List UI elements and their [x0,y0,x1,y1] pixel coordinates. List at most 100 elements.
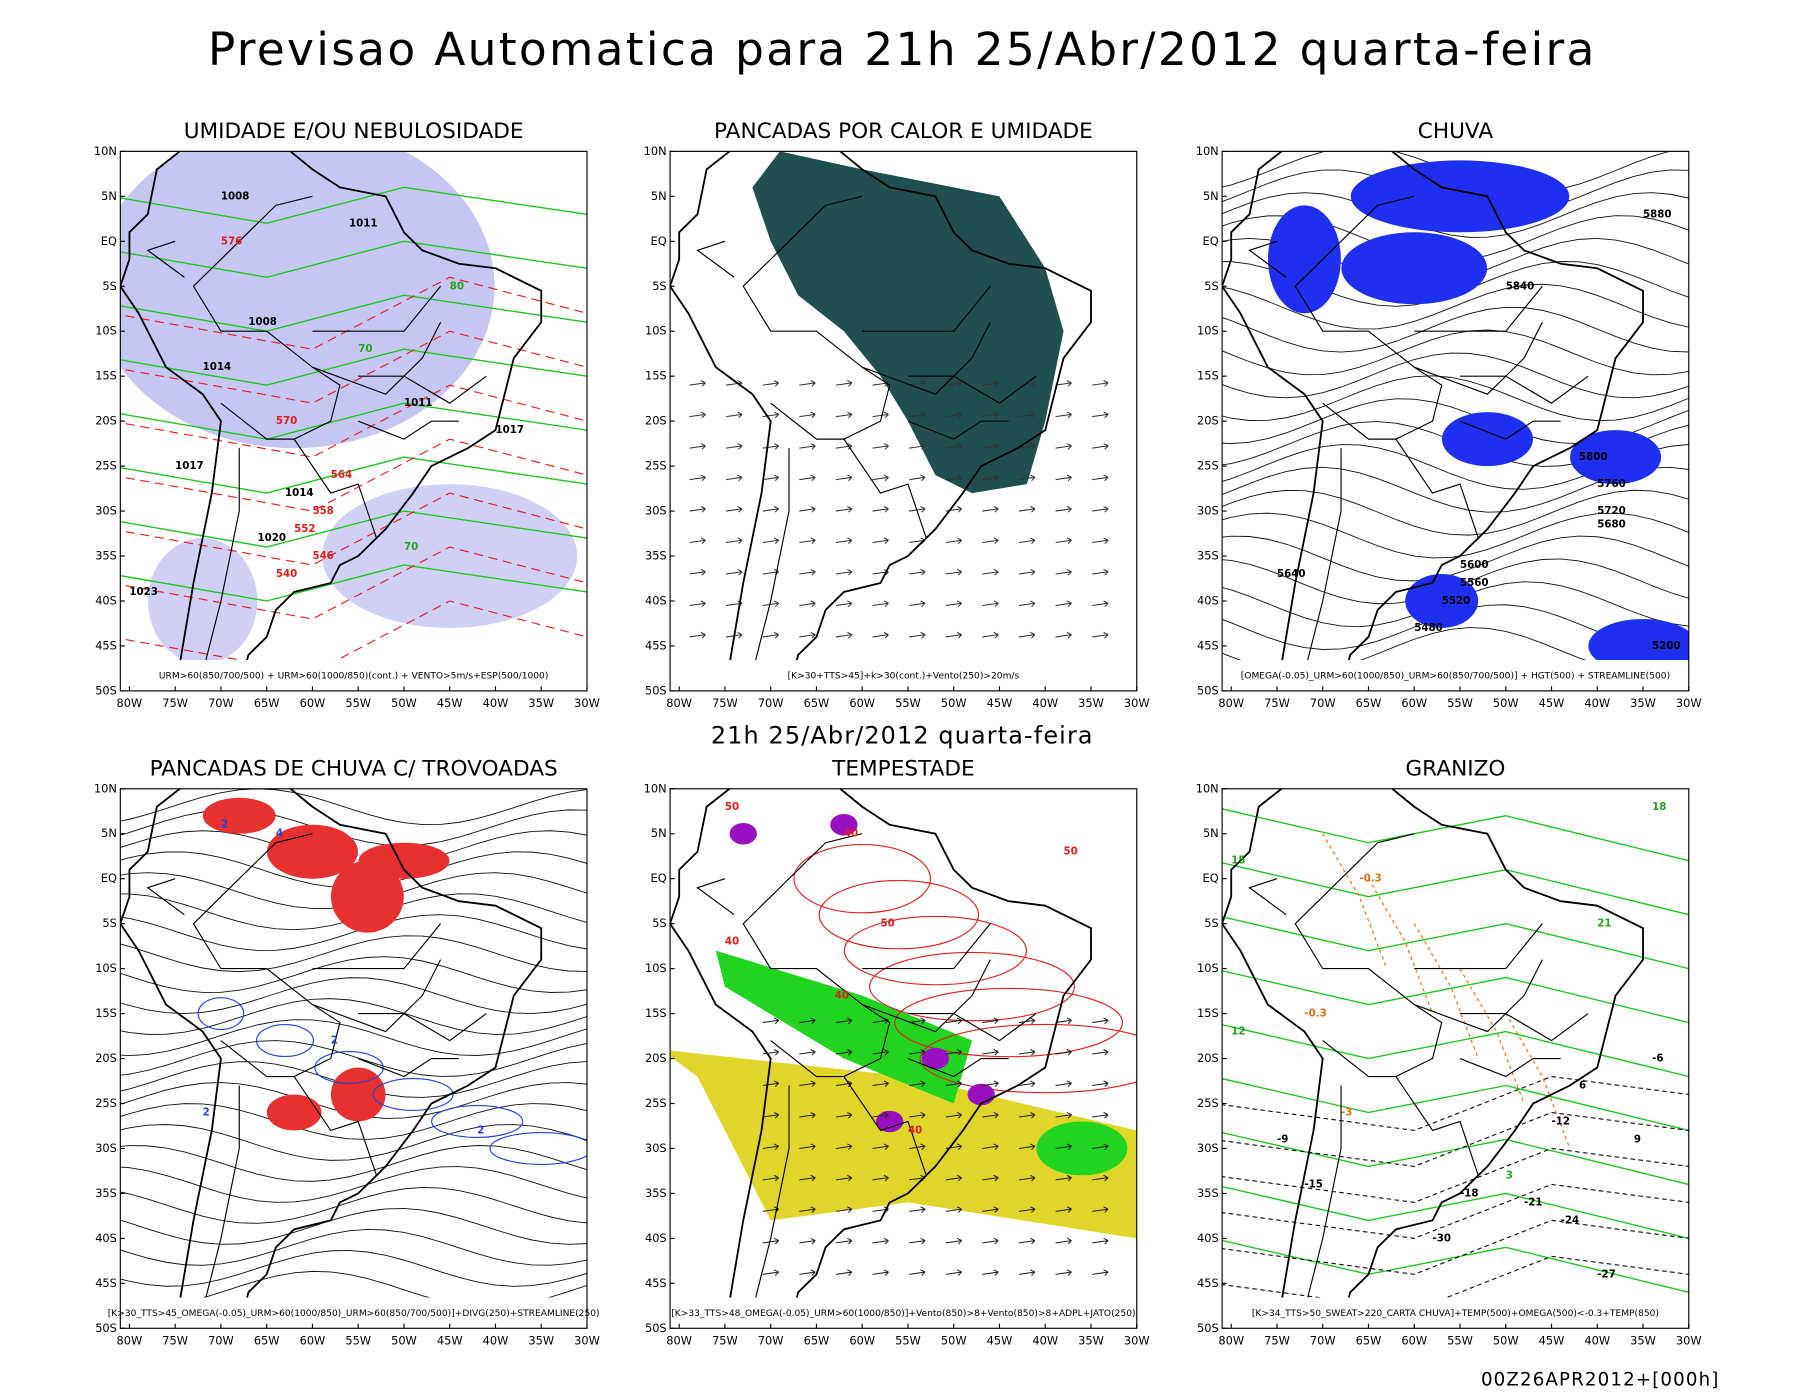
lon-tick-label: 70W [1310,1333,1336,1347]
lat-tick-label: 20S [1197,414,1219,428]
caption-bg [120,1297,587,1329]
contour [1367,878,1434,1014]
wind-arrow [945,537,963,545]
contour-label: 50 [881,918,895,930]
contour-label: 1017 [495,424,523,436]
wind-arrow [872,506,889,513]
lon-tick-label: 75W [712,696,738,710]
lat-tick-label: 15S [645,369,667,383]
wind-arrow [945,443,963,450]
contour [1222,1185,1689,1240]
shade [1341,232,1488,305]
contour-label: -12 [1552,1115,1571,1127]
panel-title: CHUVA [1418,119,1494,144]
lon-tick-label: 30W [1676,1333,1702,1347]
wind-arrow [835,1237,853,1245]
contour-label: 40 [835,990,849,1002]
lat-tick-label: 5S [652,279,666,293]
lat-tick-label: 15S [1197,1006,1219,1020]
wind-arrow [835,1174,853,1182]
wind-arrow [1055,1269,1072,1276]
lat-tick-label: 5N [651,826,667,840]
lat-tick-label: 30S [95,1141,117,1155]
lon-tick-label: 75W [1264,696,1290,710]
lat-tick-label: 25S [1197,459,1219,473]
contour [120,294,587,332]
contour-label: 1011 [404,397,432,409]
lon-tick-label: 30W [1124,696,1150,710]
lat-tick-label: 5N [101,826,117,840]
shade [1036,1121,1128,1176]
contour [1222,862,1689,916]
border [696,878,735,916]
lon-tick-label: 55W [1447,1333,1473,1347]
border [696,240,735,278]
contour-label: 50 [725,801,739,813]
wind-arrow [872,443,889,450]
wind-arrow [1092,1206,1109,1213]
lat-tick-label: 20S [645,1051,667,1065]
lon-tick-label: 35W [1630,1333,1656,1347]
wind-arrow [945,411,963,419]
contour-label: 40 [844,828,858,840]
shade [921,1047,950,1070]
wind-arrow [1055,537,1072,545]
lat-tick-label: 35S [1197,1186,1219,1200]
shade [1268,205,1341,314]
lon-tick-label: 35W [1078,696,1104,710]
wind-arrow [945,631,963,639]
wind-arrow [872,631,889,639]
lon-tick-label: 75W [1264,1333,1290,1347]
lat-tick-label: 50S [1197,683,1219,697]
lon-tick-label: 50W [941,1333,967,1347]
contour-label: 5800 [1579,451,1607,463]
contour [120,330,587,404]
wind-arrow [1018,1237,1036,1245]
lon-tick-label: 80W [666,696,692,710]
footer: 00Z26APR2012+[000h] [1481,1370,1720,1391]
contour-label: 1008 [248,316,276,328]
wind-arrow [909,411,926,419]
lat-tick-label: 50S [645,683,667,697]
contour-label: 546 [312,550,333,562]
wind-arrow [799,1111,816,1119]
contour [120,348,587,386]
map-layers: 50 40 50 40 40 50 40 [670,788,1137,1298]
border [146,240,185,278]
wind-arrow [945,1080,963,1088]
lat-tick-label: 10S [1197,961,1219,975]
lat-tick-label: 5N [1203,189,1219,203]
wind-arrow [762,474,780,482]
contour [1322,833,1388,969]
lat-tick-label: 20S [95,414,117,428]
wind-arrow [872,600,889,607]
wind-arrow [762,1080,780,1088]
border [907,1013,1037,1042]
shade [330,860,404,933]
map-layers: 5880 5840 5800 5760 5720 5680 5640 5600 5560 5520… [1222,151,1689,661]
wind-arrow [799,1237,816,1245]
wind-arrow [799,568,816,576]
lon-tick-label: 55W [1447,696,1473,710]
caption: [OMEGA(-0.05)_URM>60(1000/850)_URM>60(85… [1241,672,1670,682]
wind-contour [919,1023,1137,1094]
lon-tick-label: 70W [758,1333,784,1347]
contour-label: -15 [1304,1178,1323,1190]
contour [1222,1239,1689,1293]
contour-label: -9 [1277,1133,1288,1145]
streamline [120,1040,587,1077]
lat-tick-label: 25S [95,1096,117,1110]
wind-arrow [872,1111,889,1119]
wind-arrow [689,631,706,639]
contour-label: -18 [1460,1187,1479,1199]
streamline [120,788,587,826]
wind-arrow [909,1269,926,1276]
wind-arrow [799,1017,816,1025]
wind-arrow [799,443,816,450]
wind-arrow [726,537,743,545]
wind-arrow [1018,380,1036,387]
contour-label: 2 [221,819,228,831]
contour-label: 50 [1064,846,1078,858]
border [293,438,378,539]
shade [330,1067,386,1122]
